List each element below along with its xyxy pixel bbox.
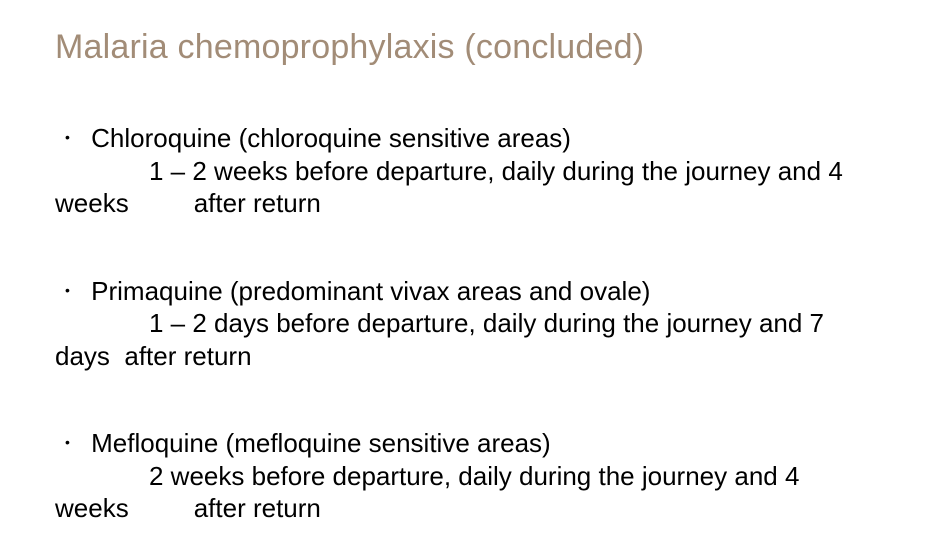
bullet-detail-indent: 1 – 2 days before departure, daily durin… bbox=[55, 308, 824, 338]
bullet-heading: Primaquine (predominant vivax areas and … bbox=[91, 276, 650, 306]
bullet-detail-indent: 1 – 2 weeks before departure, daily duri… bbox=[55, 156, 843, 186]
bullet-heading-line: • Primaquine (predominant vivax areas an… bbox=[55, 275, 888, 308]
bullet-detail-line: 1 – 2 days before departure, daily durin… bbox=[55, 307, 888, 340]
bullet-heading-line: • Mefloquine (mefloquine sensitive areas… bbox=[55, 427, 888, 460]
bullet-heading: Mefloquine (mefloquine sensitive areas) bbox=[91, 428, 551, 458]
bullet-detail-wrap: weeks after return bbox=[55, 492, 888, 525]
bullet-item: • Primaquine (predominant vivax areas an… bbox=[55, 275, 888, 373]
bullet-heading-line: • Chloroquine (chloroquine sensitive are… bbox=[55, 122, 888, 155]
bullet-heading: Chloroquine (chloroquine sensitive areas… bbox=[91, 123, 571, 153]
bullet-detail-indent: 2 weeks before departure, daily during t… bbox=[55, 461, 799, 491]
bullet-detail-line: 1 – 2 weeks before departure, daily duri… bbox=[55, 155, 888, 188]
bullet-item: • Mefloquine (mefloquine sensitive areas… bbox=[55, 427, 888, 525]
bullet-detail-wrap: weeks after return bbox=[55, 187, 888, 220]
slide-title: Malaria chemoprophylaxis (concluded) bbox=[55, 28, 888, 67]
bullet-detail-line: 2 weeks before departure, daily during t… bbox=[55, 460, 888, 493]
bullet-dot-icon: • bbox=[65, 129, 70, 147]
bullet-item: • Chloroquine (chloroquine sensitive are… bbox=[55, 122, 888, 220]
bullet-detail-wrap: days after return bbox=[55, 340, 888, 373]
bullet-dot-icon: • bbox=[65, 282, 70, 300]
bullet-dot-icon: • bbox=[65, 434, 70, 452]
slide: Malaria chemoprophylaxis (concluded) • C… bbox=[0, 0, 943, 540]
